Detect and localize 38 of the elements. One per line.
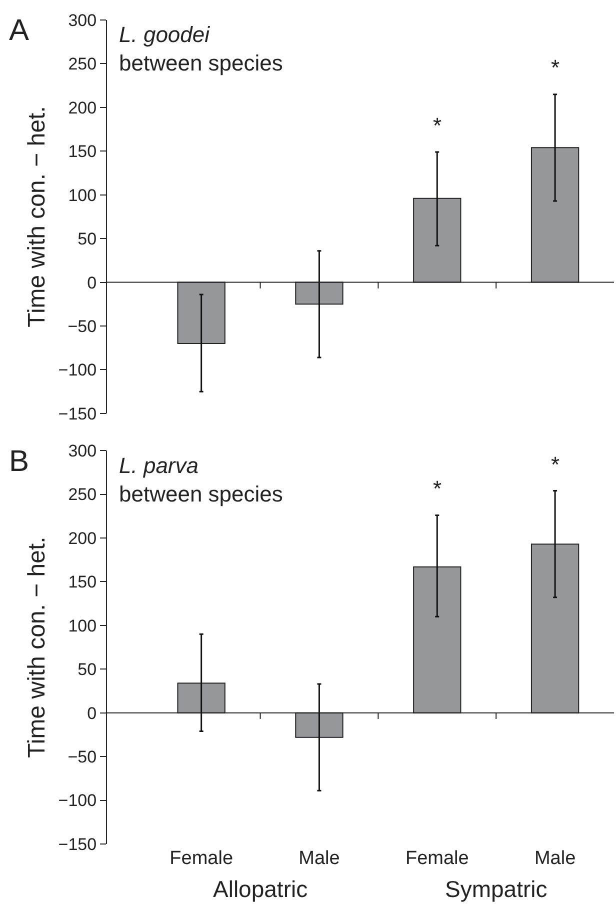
y-axis-title: Time with con. − het. (23, 106, 50, 328)
x-tick-label: Male (298, 848, 340, 869)
y-tick-label: 200 (68, 528, 97, 548)
x-tick-label: Male (534, 848, 576, 869)
y-tick-label: −50 (68, 316, 97, 336)
y-tick-label: 200 (68, 98, 97, 118)
y-tick-label: −50 (68, 748, 97, 767)
y-tick-label: 250 (68, 485, 97, 504)
data-label: * (433, 113, 442, 138)
y-tick-label: −150 (58, 404, 97, 424)
text: between species (119, 482, 283, 507)
data-label: * (551, 452, 560, 477)
y-axis-title: Time with con. − het. (23, 536, 50, 758)
y-tick-label: 300 (68, 441, 97, 460)
chart-title: L. goodei (119, 22, 211, 47)
y-tick-label: 100 (68, 616, 97, 636)
y-tick-label: −100 (58, 360, 97, 380)
text: between species (119, 50, 283, 76)
y-tick-label: 150 (68, 572, 97, 592)
y-tick-label: 250 (68, 54, 97, 74)
y-tick-label: 50 (78, 230, 97, 249)
chart-title: L. parva (119, 453, 198, 478)
y-tick-label: 0 (87, 704, 97, 723)
y-tick-label: −100 (58, 791, 97, 810)
x-tick-label: Female (405, 848, 469, 869)
data-label: * (433, 476, 442, 501)
y-tick-label: 150 (68, 142, 97, 162)
y-tick-label: 0 (87, 273, 97, 292)
data-label: * (551, 55, 560, 80)
y-tick-label: 50 (78, 660, 97, 680)
y-tick-label: −150 (58, 834, 97, 854)
text: Allopatric (213, 876, 308, 902)
x-tick-label: Female (170, 848, 234, 869)
text: Sympatric (445, 876, 548, 902)
text: A (9, 14, 30, 47)
text: B (9, 445, 30, 478)
y-tick-label: 100 (68, 186, 97, 205)
y-tick-label: 300 (68, 10, 97, 30)
